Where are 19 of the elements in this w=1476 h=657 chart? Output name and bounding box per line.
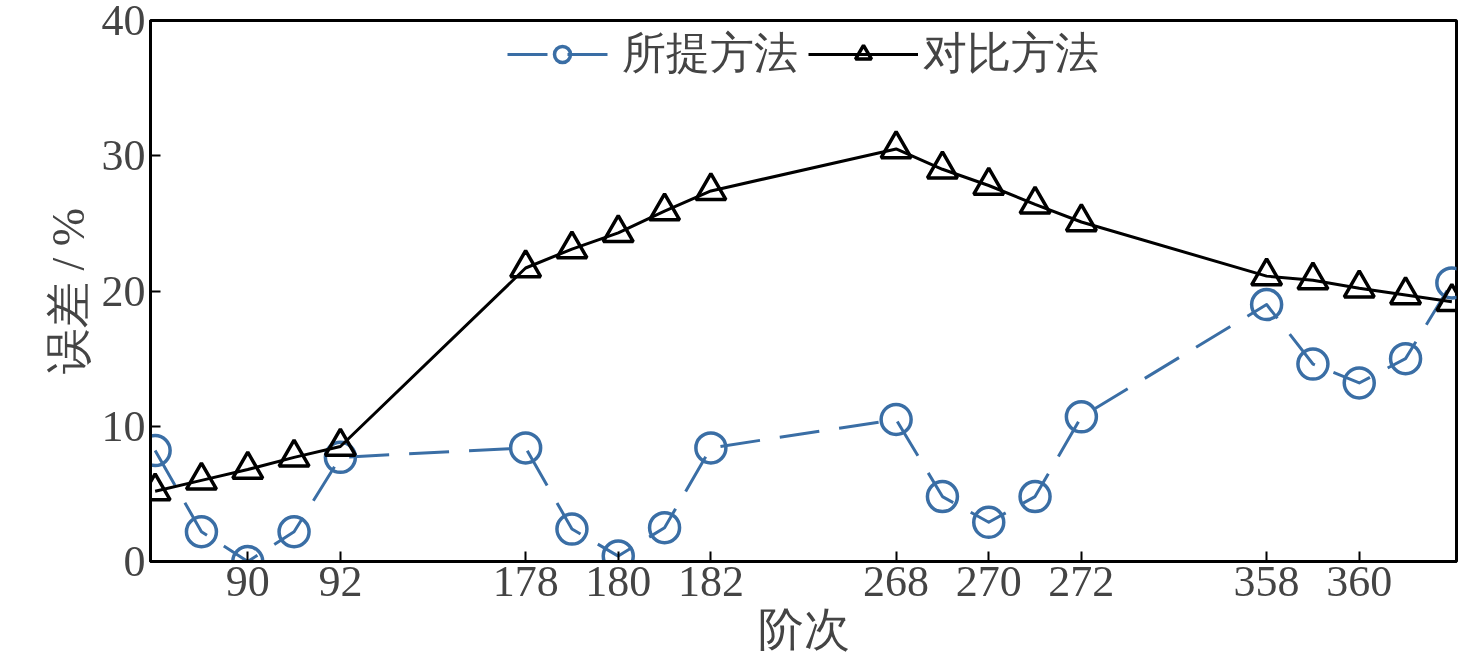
y-tick-label: 40 xyxy=(101,0,146,45)
y-axis-title: 误差 / % xyxy=(42,207,94,375)
x-tick-label: 358 xyxy=(1233,556,1300,606)
legend-label: 对比方法 xyxy=(923,28,1099,80)
x-tick-label: 360 xyxy=(1326,556,1393,606)
x-tick-label: 182 xyxy=(677,556,744,606)
x-tick-label: 268 xyxy=(863,556,930,606)
x-tick-label: 180 xyxy=(585,556,652,606)
x-tick-label: 90 xyxy=(225,556,270,606)
y-tick-label: 10 xyxy=(101,401,146,451)
y-tick-label: 30 xyxy=(101,131,146,181)
y-tick-label: 0 xyxy=(123,537,146,586)
x-axis-title: 阶次 xyxy=(757,603,850,655)
x-tick-label: 270 xyxy=(955,556,1022,606)
legend-label: 所提方法 xyxy=(622,28,798,80)
x-tick-label: 272 xyxy=(1048,556,1115,606)
x-tick-label: 178 xyxy=(492,556,559,606)
x-tick-label: 92 xyxy=(318,556,363,606)
y-tick-label: 20 xyxy=(101,266,146,316)
